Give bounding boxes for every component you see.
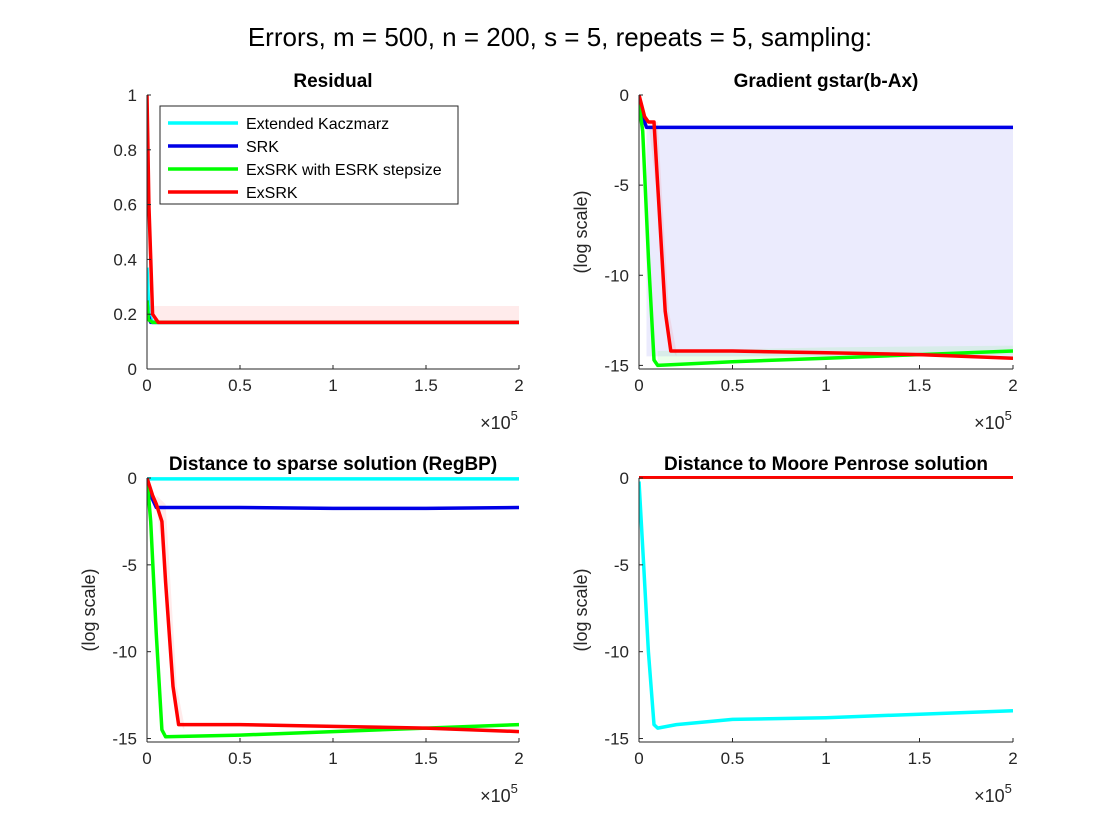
x-tick-label: 0 <box>634 749 643 768</box>
chart-panel-2: Gradient gstar(b-Ax) 0 0.5 1 1.5 2 0 -5 -10 -15 ×1… <box>571 71 1018 433</box>
x-multiplier-base: ×10 <box>480 786 511 806</box>
y-tick-label: -5 <box>614 176 629 195</box>
y-tick-label: -15 <box>112 730 137 749</box>
x-multiplier-exponent: 5 <box>1005 781 1012 796</box>
series-line-srk <box>639 103 1013 130</box>
y-tick-label: -5 <box>614 556 629 575</box>
legend: Extended Kaczmarz SRK ExSRK with ESRK step… <box>159 105 459 205</box>
x-multiplier-exponent: 5 <box>1005 408 1012 423</box>
x-tick-label: 0.5 <box>228 376 252 395</box>
y-axis-label: (log scale) <box>79 568 99 651</box>
x-tick-label: 0 <box>142 749 151 768</box>
x-tick-label: 1 <box>821 749 830 768</box>
series-line-exsrk-with-esrk-stepsize <box>639 103 1013 368</box>
legend-label: SRK <box>246 139 279 156</box>
series-line-extended-kaczmarz <box>639 481 1013 730</box>
y-tick-label: -10 <box>604 643 629 662</box>
y-tick-label: 0 <box>128 360 137 379</box>
y-tick-label: -5 <box>122 556 137 575</box>
y-tick-label: 0 <box>620 469 629 488</box>
panel-title: Distance to sparse solution (RegBP) <box>169 454 497 475</box>
x-tick-label: 0.5 <box>721 749 745 768</box>
plot-area <box>639 94 1013 368</box>
x-multiplier-label: ×105 <box>974 781 1012 806</box>
y-tick-label: -10 <box>112 643 137 662</box>
x-multiplier-base: ×10 <box>480 413 511 433</box>
series-line-srk <box>147 477 519 511</box>
shaded-band-exsrk <box>147 306 519 323</box>
shaded-band-srk <box>646 127 1013 357</box>
x-tick-label: 1.5 <box>414 749 438 768</box>
series-line-exsrk <box>147 94 519 325</box>
y-tick-label: 0.2 <box>113 305 137 324</box>
x-multiplier-label: ×105 <box>480 781 518 806</box>
y-tick-label: -15 <box>604 730 629 749</box>
legend-label: Extended Kaczmarz <box>246 116 389 133</box>
y-tick-label: 0 <box>128 469 137 488</box>
plot-area <box>147 477 519 739</box>
chart-panel-1: Residual 0 0.5 1 1.5 2 0 0.2 0.4 0.6 0.8 1 ×105 <box>113 71 523 433</box>
x-multiplier-base: ×10 <box>974 786 1005 806</box>
x-tick-label: 1.5 <box>414 376 438 395</box>
x-tick-label: 2 <box>1008 376 1017 395</box>
panel-title: Distance to Moore Penrose solution <box>664 454 988 475</box>
x-tick-label: 0 <box>634 376 643 395</box>
chart-panel-4: Distance to Moore Penrose solution 0 0.5 1 1… <box>571 454 1018 806</box>
x-tick-label: 1.5 <box>908 749 932 768</box>
y-tick-label: 0.4 <box>113 250 137 269</box>
series-line-exsrk <box>639 94 1013 360</box>
x-multiplier-base: ×10 <box>974 413 1005 433</box>
x-tick-label: 2 <box>1008 749 1017 768</box>
panel-title: Gradient gstar(b-Ax) <box>734 71 919 92</box>
x-multiplier-exponent: 5 <box>511 781 518 796</box>
x-tick-label: 2 <box>514 376 523 395</box>
y-tick-label: 0 <box>620 86 629 105</box>
x-tick-label: 1 <box>328 749 337 768</box>
y-tick-label: -10 <box>604 266 629 285</box>
x-multiplier-label: ×105 <box>480 408 518 433</box>
plot-area <box>639 476 1013 730</box>
y-axis-label: (log scale) <box>571 190 591 273</box>
x-tick-label: 0 <box>142 376 151 395</box>
y-axis-label: (log scale) <box>571 568 591 651</box>
x-tick-label: 0.5 <box>228 749 252 768</box>
series-line-exsrk <box>147 477 519 734</box>
x-tick-label: 2 <box>514 749 523 768</box>
x-tick-label: 1 <box>328 376 337 395</box>
x-tick-label: 0.5 <box>721 376 745 395</box>
panel-title: Residual <box>293 71 372 92</box>
x-tick-label: 1.5 <box>908 376 932 395</box>
series-line-exsrk-with-esrk-stepsize <box>147 477 519 739</box>
figure-title: Errors, m = 500, n = 200, s = 5, repeats… <box>248 22 872 52</box>
legend-label: ExSRK with ESRK stepsize <box>246 162 442 179</box>
x-tick-label: 1 <box>821 376 830 395</box>
x-multiplier-exponent: 5 <box>511 408 518 423</box>
y-tick-label: 1 <box>128 86 137 105</box>
legend-label: ExSRK <box>246 185 298 202</box>
y-tick-label: -15 <box>604 356 629 375</box>
chart-panel-3: Distance to sparse solution (RegBP) 0 0.5 1… <box>79 454 524 806</box>
y-tick-label: 0.6 <box>113 196 137 215</box>
y-tick-label: 0.8 <box>113 141 137 160</box>
x-multiplier-label: ×105 <box>974 408 1012 433</box>
